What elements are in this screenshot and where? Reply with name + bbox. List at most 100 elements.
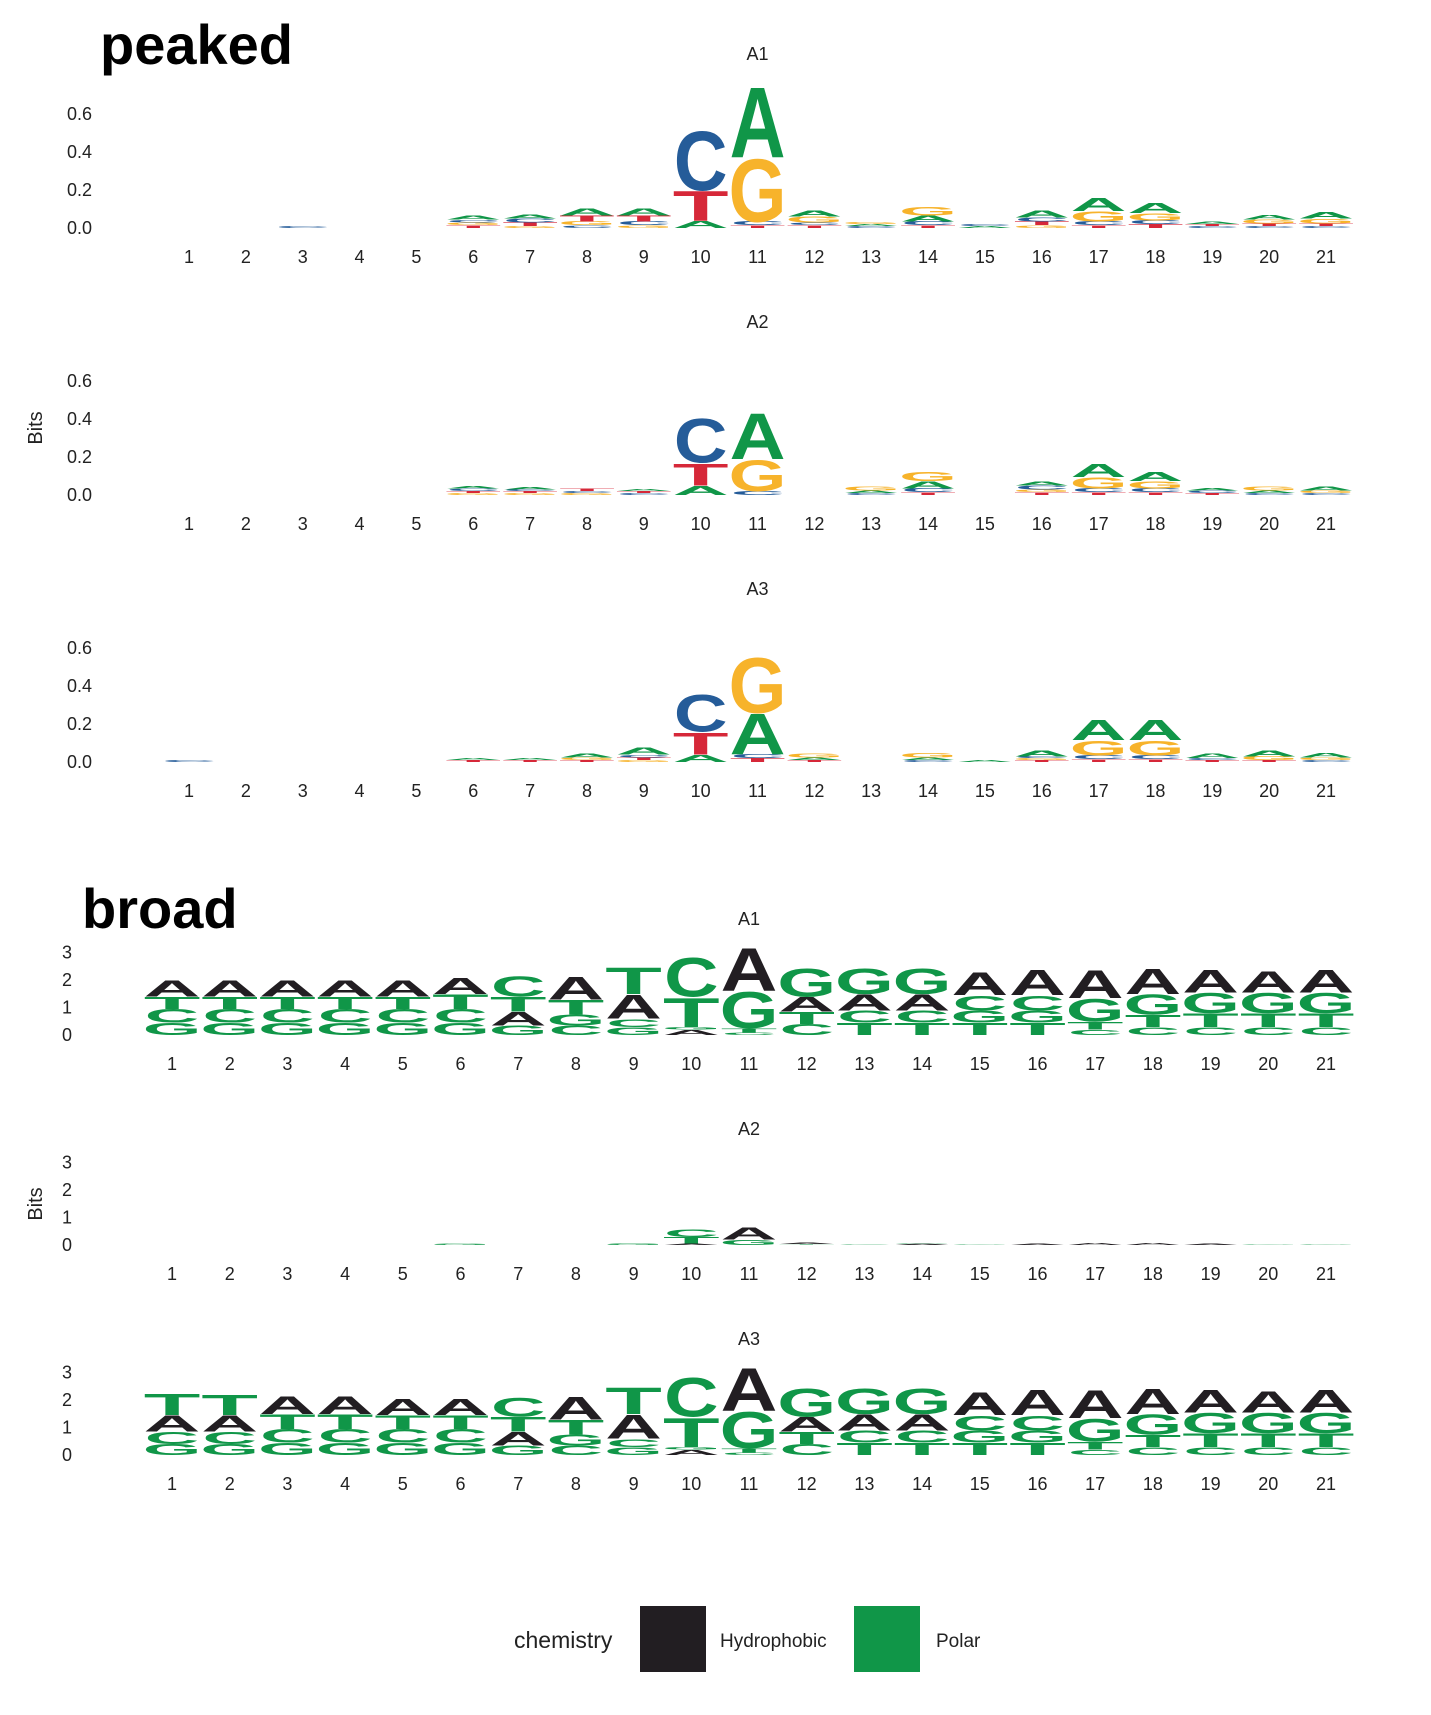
y-tick-label: 0.6 (67, 638, 92, 658)
x-tick-label: 6 (468, 781, 478, 801)
logo-letter-C: C (491, 971, 545, 1003)
x-tick-label: 15 (970, 1474, 990, 1494)
logo-letter-G: G (547, 1012, 606, 1029)
x-tick-label: 9 (629, 1474, 639, 1494)
logo-letter-A: A (1071, 714, 1127, 746)
logo-letter-T: T (490, 993, 547, 1016)
logo-letter-T: T (502, 760, 558, 763)
logo-letter-G: G (950, 1244, 1009, 1245)
logo-letter-T: T (1128, 223, 1184, 229)
logo-letter-A: A (1182, 1243, 1239, 1245)
logo-letter-C: C (503, 489, 557, 492)
logo-letter-G: G (1013, 489, 1071, 493)
x-tick-label: 18 (1143, 1264, 1163, 1284)
logo-letter-G: G (1239, 1244, 1298, 1245)
logo-letter-T: T (1241, 222, 1297, 226)
y-tick-label: 2 (62, 1180, 72, 1200)
logo-panel-peaked-A2: A20.00.20.40.61 2 3 4 5 6 7 8 9 10 11 12 13 14 15 16 17 1… (67, 312, 1355, 534)
logo-letter-T: T (317, 1410, 374, 1433)
logo-letter-T: T (1014, 760, 1070, 763)
logo-letter-A: A (957, 226, 1013, 229)
logo-letter-A: A (778, 1242, 835, 1244)
logo-letter-T: T (1067, 1439, 1124, 1452)
y-axis-label-peaked: Bits (25, 411, 47, 444)
y-tick-label: 0.6 (67, 104, 92, 124)
logo-letter-G: G (1008, 1427, 1067, 1446)
logo-letter-G: G (444, 222, 502, 226)
logo-letter-T: T (1182, 1430, 1239, 1451)
y-tick-label: 3 (62, 1363, 72, 1383)
logo-letter-A: A (374, 976, 431, 1001)
logo-letter-C: C (837, 1244, 891, 1245)
logo-letter-G: G (1070, 474, 1128, 492)
logo-letter-C: C (1129, 487, 1183, 493)
logo-letter-G: G (777, 1380, 836, 1425)
logo-panels: A10.00.20.40.61 2 3 4 5 6 7 8 9 10 11 12 13 14 15 16 17 1… (62, 44, 1355, 1494)
logo-letter-T: T (559, 488, 615, 492)
x-tick-label: 21 (1316, 1054, 1336, 1074)
x-tick-label: 7 (513, 1264, 523, 1284)
logo-letter-G: G (1066, 992, 1125, 1028)
logo-letter-C: C (503, 218, 557, 224)
legend-title: chemistry (514, 1627, 613, 1653)
x-tick-label: 6 (455, 1054, 465, 1074)
logo-letter-G: G (431, 1020, 490, 1039)
logo-letter-C: C (958, 224, 1012, 227)
logo-letter-G: G (835, 1381, 894, 1422)
logo-letter-G: G (501, 493, 559, 496)
legend: chemistry Hydrophobic Polar (514, 1606, 981, 1672)
x-tick-label: 14 (912, 1054, 932, 1074)
x-tick-label: 8 (571, 1054, 581, 1074)
y-tick-label: 0.2 (67, 714, 92, 734)
x-tick-label: 21 (1316, 514, 1336, 534)
logo-letter-T: T (432, 990, 489, 1013)
logo-letter-T: T (1014, 220, 1070, 226)
logo-letter-A: A (730, 400, 786, 473)
logo-letter-A: A (721, 1355, 778, 1424)
panel-title: A1 (746, 44, 768, 64)
logo-letter-A: A (616, 206, 672, 218)
x-tick-label: 9 (639, 247, 649, 267)
logo-letter-T: T (1067, 1019, 1124, 1032)
logo-letter-C: C (376, 1425, 430, 1447)
logo-letter-G: G (558, 757, 616, 761)
x-tick-label: 8 (571, 1474, 581, 1494)
logo-letter-A: A (1014, 208, 1070, 220)
logo-letter-G: G (489, 1023, 548, 1038)
x-tick-label: 7 (525, 781, 535, 801)
y-tick-label: 0.0 (67, 752, 92, 772)
logo-letter-A: A (1298, 1383, 1355, 1419)
y-tick-label: 0 (62, 1025, 72, 1045)
logo-letter-G: G (1013, 758, 1071, 761)
x-tick-label: 20 (1259, 781, 1279, 801)
logo-letter-C: C (260, 1005, 314, 1027)
logo-letter-T: T (317, 994, 374, 1013)
logo-letter-T: T (1240, 1430, 1297, 1451)
logo-letter-T: T (616, 756, 672, 760)
logo-letter-C: C (844, 493, 898, 496)
logo-letter-C: C (953, 1411, 1007, 1435)
logo-letter-G: G (899, 751, 957, 758)
x-tick-label: 18 (1145, 781, 1165, 801)
x-tick-label: 11 (740, 1054, 759, 1074)
logo-letter-G: G (258, 1440, 317, 1459)
logo-letter-C: C (1015, 756, 1069, 759)
logo-letter-C: C (1072, 220, 1126, 226)
x-tick-label: 14 (912, 1474, 932, 1494)
y-tick-label: 0.0 (67, 218, 92, 238)
logo-letter-T: T (786, 224, 842, 228)
y-tick-label: 1 (62, 1418, 72, 1438)
logo-letter-C: C (1241, 1445, 1295, 1458)
logo-letter-C: C (1126, 1025, 1180, 1038)
x-tick-label: 4 (340, 1474, 350, 1494)
logo-letter-G: G (1239, 987, 1298, 1019)
logo-letter-G: G (615, 760, 673, 763)
logo-letter-A: A (1128, 200, 1184, 216)
logo-letter-A: A (445, 485, 501, 489)
panel-title: A1 (738, 909, 760, 929)
logo-letter-T: T (559, 214, 615, 223)
logo-letter-G: G (1127, 479, 1185, 491)
x-tick-label: 16 (1027, 1054, 1047, 1074)
